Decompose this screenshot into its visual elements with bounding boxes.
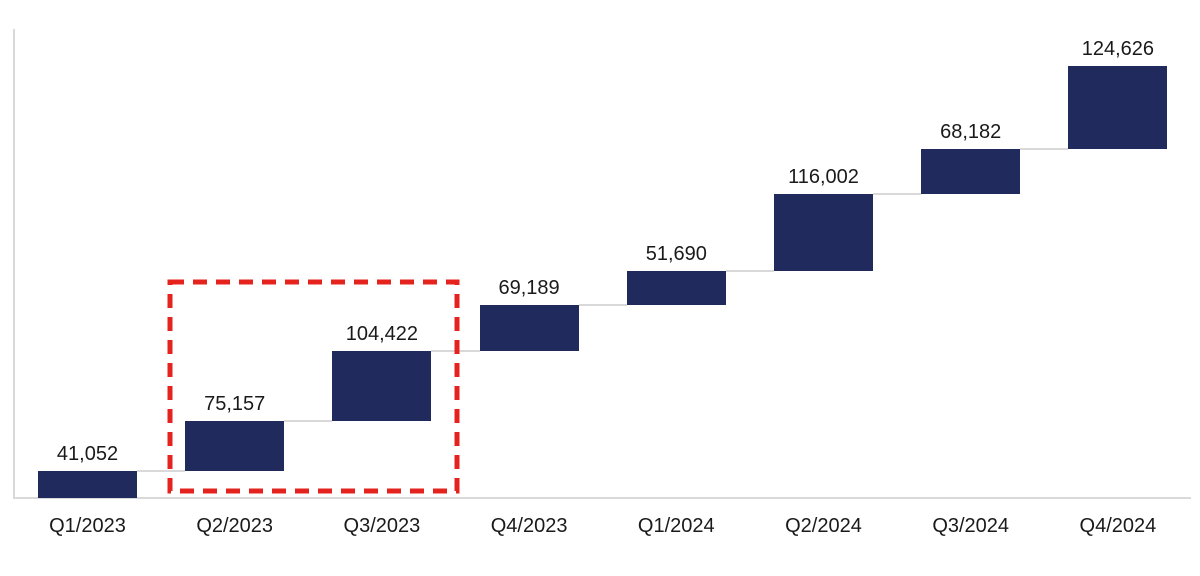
y-axis-line	[13, 29, 15, 499]
value-label-q4-2024: 124,626	[1081, 38, 1155, 60]
x-axis-label-q1-2023: Q1/2023	[49, 515, 126, 537]
value-label-q1-2024: 51,690	[645, 243, 707, 266]
bar-q2-2023	[185, 420, 285, 471]
value-label-q3-2023: 104,422	[345, 323, 419, 346]
x-axis-line	[13, 497, 1191, 499]
x-axis-label-q4-2024: Q4/2024	[1079, 515, 1157, 537]
value-label-q1-2023: 41,052	[56, 442, 119, 465]
connector-q2-2024	[873, 193, 922, 196]
bar-q3-2023	[332, 351, 432, 421]
value-label-q4-2023: 69,189	[498, 277, 560, 300]
connector-q4-2023	[578, 304, 627, 307]
bar-q1-2023	[38, 470, 137, 498]
connector-q3-2023	[431, 350, 480, 353]
bar-q4-2023	[479, 305, 579, 352]
value-label-q3-2024: 68,182	[940, 120, 1002, 143]
connector-q3-2024	[1020, 147, 1069, 150]
connector-q1-2023	[137, 469, 186, 472]
bar-q4-2024	[1068, 66, 1168, 149]
bar-q2-2024	[774, 194, 873, 272]
x-axis-label-q1-2024: Q1/2024	[637, 515, 715, 537]
bar-q1-2024	[626, 271, 726, 306]
connector-q2-2023	[284, 419, 333, 422]
x-axis-label-q2-2024: Q2/2024	[785, 515, 862, 537]
value-label-q2-2024: 116,002	[788, 166, 859, 189]
x-axis-label-q3-2023: Q3/2023	[343, 515, 421, 537]
bar-q3-2024	[921, 148, 1021, 195]
x-axis-label-q4-2023: Q4/2023	[490, 515, 568, 537]
x-axis-label-q3-2024: Q3/2024	[932, 515, 1010, 537]
x-axis-label-q2-2023: Q2/2023	[196, 515, 274, 537]
value-label-q2-2023: 75,157	[204, 392, 266, 415]
connector-q1-2024	[725, 270, 774, 273]
